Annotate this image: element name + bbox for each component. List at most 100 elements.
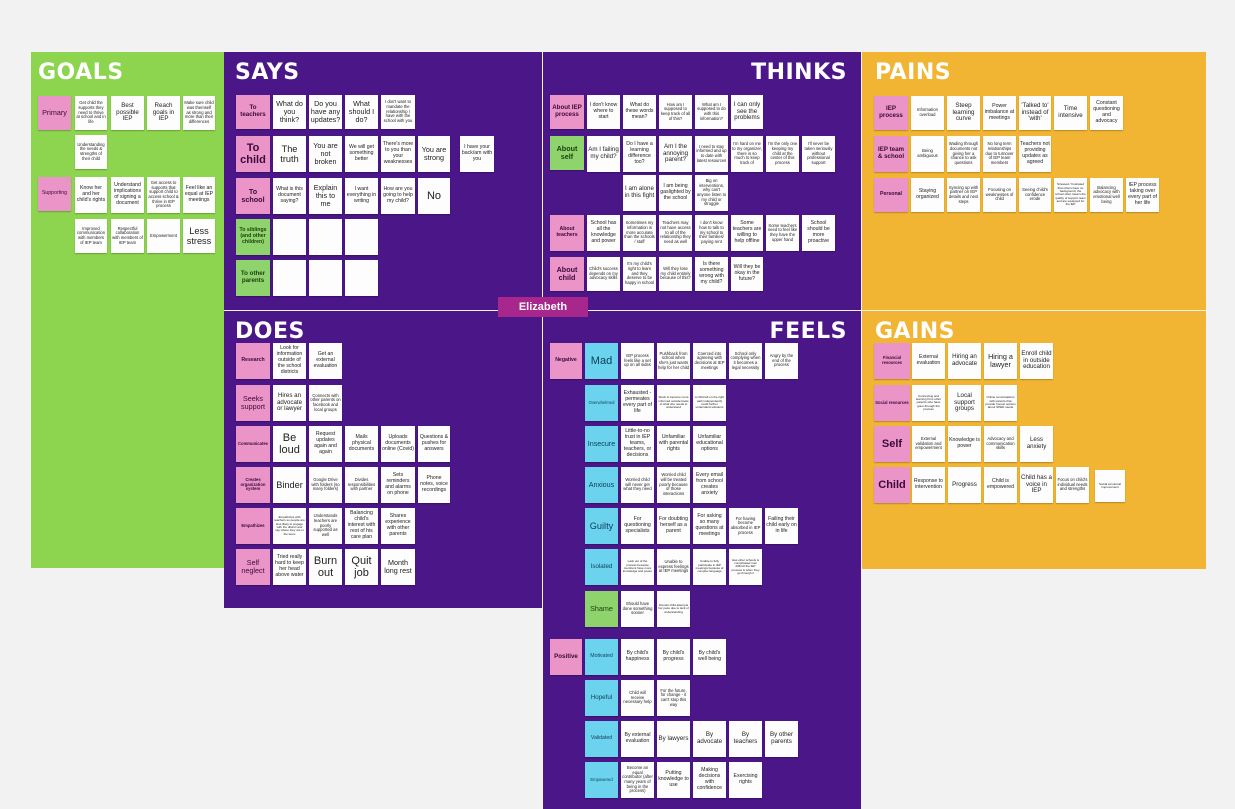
goals-note: Understanding the needs & strengths of t…	[75, 135, 107, 169]
does-note: Questions & pushes for answers	[418, 426, 450, 462]
thinks-note: Some teachers are willing to help offlin…	[731, 215, 763, 251]
thinks-note: Child's success depends on my advocacy s…	[587, 257, 620, 291]
goals-panel: GOALS	[31, 52, 224, 568]
does-note: Month long rest	[381, 549, 415, 585]
feels-note: Making decisions with confidence	[693, 762, 726, 798]
says-label-siblings: To siblings (and other children)	[236, 219, 270, 255]
does-note: Get an external evaluation	[309, 343, 342, 379]
feels-note: Become an equal contributor (after many …	[621, 762, 654, 798]
thinks-note: I'll never be taken seriously without pr…	[802, 136, 835, 172]
says-note: The truth	[273, 136, 306, 172]
goals-label-primary: Primary	[38, 96, 71, 130]
says-note: You are not broken	[309, 136, 342, 172]
thinks-note: I don't know how to talk to my school to…	[695, 215, 728, 251]
goals-note: Less stress	[183, 219, 215, 253]
does-note: Understands teachers are poorly supporte…	[309, 508, 342, 544]
gains-note: Hiring a lawyer	[984, 343, 1017, 379]
gains-note: Focus on child's individual needs and st…	[1056, 467, 1089, 503]
says-note: What is this document saying?	[273, 178, 306, 214]
gains-label-financial: Financial resources	[874, 343, 910, 379]
thinks-note: What am I supposed to do with this infor…	[695, 95, 728, 129]
goals-note: Empowerment	[147, 219, 180, 253]
feels-note: Worried child will be treated poorly bec…	[657, 467, 690, 503]
gains-note: Child has a voice in IEP	[1020, 467, 1053, 503]
does-note: Uploads documents online (Covid)	[381, 426, 415, 462]
does-note: Look for information outside of the scho…	[273, 343, 306, 379]
thinks-note: I can only see the problems	[731, 95, 763, 129]
feels-note: Lack out of the process because members …	[621, 549, 654, 585]
pains-note: Balancing advocacy with emotional well b…	[1090, 178, 1123, 212]
says-label-child: To child	[236, 136, 270, 172]
feels-note: By child's happiness	[621, 639, 654, 675]
feels-note: Failing their child early on in life	[765, 508, 798, 544]
feels-note: Exhausted - permeates every part of life	[621, 385, 654, 421]
goals-note: Feel like an equal at IEP meetings	[183, 177, 215, 213]
does-note: Connects with other parents on facebook …	[309, 385, 342, 421]
pains-note: Syncing up with partner on IEP details a…	[947, 178, 980, 212]
goals-label-supporting: Supporting	[38, 177, 71, 211]
feels-note: Unable to fully participate in IEP meeti…	[693, 549, 726, 585]
gains-note: Less anxiety	[1020, 426, 1053, 462]
feels-label-hopeful: Hopeful	[585, 680, 618, 716]
pains-note: Stressed / frustrated that others have n…	[1054, 178, 1087, 212]
says-empty-note	[309, 260, 342, 296]
feels-note: Coerced into agreeing with decisions at …	[693, 343, 726, 379]
thinks-note: Am I the annoying parent?	[659, 136, 692, 172]
says-empty-note	[273, 219, 306, 255]
says-label-other-parents: To other parents	[236, 260, 270, 296]
says-note: What do you think?	[273, 95, 306, 129]
feels-title: FEELS	[769, 319, 847, 344]
does-title: DOES	[235, 319, 305, 344]
does-label-research: Research	[236, 343, 270, 379]
thinks-note: I need to stay informed and up to date w…	[695, 136, 728, 172]
gains-note: External evaluation	[912, 343, 945, 379]
thinks-note: I am being gaslighted by the school	[659, 175, 692, 211]
gains-note: Connecting and learning from other paren…	[912, 385, 945, 421]
says-empty-note	[273, 260, 306, 296]
pains-note: Steep learning curve	[947, 96, 980, 130]
thinks-note: I am alone in this fight	[623, 175, 656, 211]
gains-note: Knowledge is power	[948, 426, 981, 462]
feels-label-anxious: Anxious	[585, 467, 618, 503]
feels-note: Little-to-no trust in IEP teams, teacher…	[621, 426, 654, 462]
thinks-label-iep-process: About IEP process	[550, 95, 584, 129]
says-note: I want everything in writing	[345, 178, 378, 214]
feels-note: Unfamiliar educational options	[693, 426, 726, 462]
thinks-note: Is there something wrong with my child?	[695, 257, 728, 291]
thinks-note: Will they be okay in the future?	[731, 257, 763, 291]
says-empty-note	[345, 219, 378, 255]
says-note: You are strong	[418, 136, 450, 172]
does-note: Quit job	[345, 549, 378, 585]
feels-note: Stuck to become more informed outside ba…	[657, 385, 690, 421]
does-note: Empathizes with teachers so people are l…	[273, 508, 306, 544]
feels-note: By advocate	[693, 721, 726, 757]
says-note: Explain this to me	[309, 178, 342, 214]
gains-label-self: Self	[874, 426, 910, 462]
thinks-note: Big on interventions, why can't anyone l…	[695, 175, 728, 211]
feels-note: By teachers	[729, 721, 762, 757]
feels-note: Every email from school creates anxiety	[693, 467, 726, 503]
feels-note: Child will receive necessary help	[621, 680, 654, 716]
feels-label-validated: Validated	[585, 721, 618, 757]
feels-note: Exercising rights	[729, 762, 762, 798]
goals-note: Improved communication with members of I…	[75, 219, 107, 253]
thinks-note: How am I supposed to keep track of all o…	[659, 95, 692, 129]
thinks-note: Am I failing my child?	[587, 136, 620, 172]
feels-note: Putting knowledge to use	[657, 762, 690, 798]
feels-note: Should have done something sooner	[621, 591, 654, 627]
gains-note: Progress	[948, 467, 981, 503]
feels-label-shame: Shame	[585, 591, 618, 627]
thinks-note: Do I have a learning difference too?	[623, 136, 656, 172]
pains-label-iep-process: IEP process	[874, 96, 908, 130]
feels-note: By external evaluation	[621, 721, 654, 757]
says-note: No	[418, 178, 450, 214]
says-note: We will get something better	[345, 136, 378, 172]
says-empty-note	[345, 260, 378, 296]
goals-note: Get access to supports that support chil…	[147, 177, 180, 213]
thinks-note: Teachers may not have access to all of t…	[659, 215, 692, 251]
pains-note: Teachers not providing updates as agreed	[1019, 136, 1051, 172]
feels-label-isolated: Isolated	[585, 549, 618, 585]
says-note: There's more to you than your weaknesses	[381, 136, 415, 172]
pains-note: Wading through documents not giving her …	[947, 136, 980, 172]
pains-note: IEP process taking over every part of he…	[1126, 178, 1159, 212]
